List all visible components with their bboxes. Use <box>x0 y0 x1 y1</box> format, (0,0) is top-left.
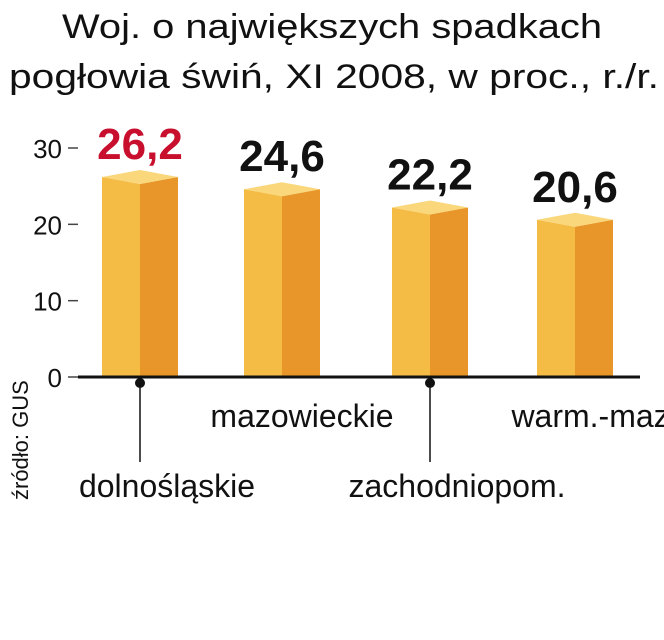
bar-front <box>102 177 140 377</box>
bar-side <box>430 207 468 377</box>
source: źródło: GUS <box>8 380 33 500</box>
y-tick-label: 20 <box>33 210 62 240</box>
bar-side <box>575 219 613 377</box>
x-tick-label: dolnośląskie <box>79 468 255 504</box>
bar-top <box>392 200 468 215</box>
bar-top <box>537 212 613 227</box>
bar <box>537 212 613 377</box>
bar-front <box>392 207 430 377</box>
chart-title: Woj. o największych spadkach <box>62 8 602 46</box>
bar <box>392 200 468 377</box>
bar-top <box>244 182 320 197</box>
x-tick-label: zachodniopom. <box>348 468 565 504</box>
y-tick-label: 30 <box>33 134 62 164</box>
value-label: 24,6 <box>239 132 325 181</box>
value-label: 20,6 <box>532 163 618 212</box>
bar-side <box>140 177 178 377</box>
y-tick-label: 10 <box>33 287 62 317</box>
x-tick-label: mazowieckie <box>210 398 393 434</box>
value-label: 22,2 <box>387 151 473 200</box>
bar-front <box>537 219 575 377</box>
y-tick-label: 0 <box>48 363 62 393</box>
value-label: 26,2 <box>97 120 183 169</box>
bar-front <box>244 189 282 377</box>
bar <box>102 170 178 377</box>
bar-side <box>282 189 320 377</box>
x-tick-label: warm.-maz. <box>510 398 664 434</box>
chart-title: pogłowia świń, XI 2008, w proc., r./r. <box>9 58 659 96</box>
bar <box>244 182 320 377</box>
bar-top <box>102 170 178 185</box>
